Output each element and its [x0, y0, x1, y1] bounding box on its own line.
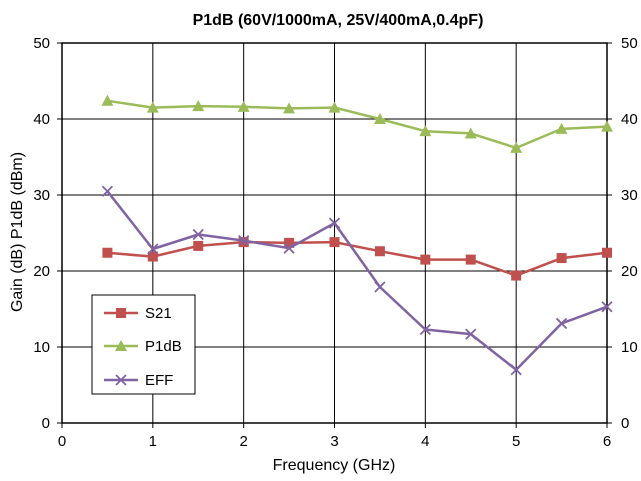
- y-tick-label: 30: [33, 187, 50, 204]
- y2-tick-label: 10: [621, 339, 638, 356]
- legend: S21 P1dB EFF: [91, 294, 196, 395]
- series-p1db: [101, 94, 613, 153]
- y-tick-label: 0: [42, 415, 50, 432]
- data-point-s21: [238, 237, 249, 248]
- data-point-s21: [284, 237, 295, 248]
- y-tick-label: 50: [33, 35, 50, 52]
- data-point-eff: [374, 281, 386, 293]
- legend-marker-eff: [115, 374, 127, 386]
- x-tick-label: 0: [58, 433, 66, 450]
- y-axis-ticks: 0 10 20 30 40 50: [33, 35, 62, 432]
- x-axis-label: Frequency (GHz): [273, 457, 396, 474]
- data-point-eff: [510, 364, 522, 376]
- y2-axis-ticks: 0 10 20 30 40 50: [607, 35, 638, 432]
- data-point-s21: [465, 254, 476, 265]
- legend-marker-p1db: [115, 340, 127, 351]
- chart-title: P1dB (60V/1000mA, 25V/400mA,0.4pF): [193, 12, 484, 29]
- series-layer: [101, 94, 613, 376]
- data-point-eff: [283, 242, 295, 254]
- data-point-eff: [555, 317, 568, 330]
- y-axis-label: Gain (dB) P1dB (dBm): [9, 152, 26, 312]
- data-point-eff: [147, 243, 159, 255]
- x-tick-label: 5: [512, 433, 520, 450]
- data-point-s21: [556, 253, 567, 264]
- data-point-p1db: [601, 120, 613, 132]
- data-point-s21: [329, 237, 340, 248]
- data-point-s21: [147, 251, 158, 262]
- series-line-eff: [106, 190, 608, 372]
- series-s21: [102, 237, 612, 281]
- data-point-p1db: [510, 141, 523, 153]
- y2-tick-label: 0: [621, 415, 629, 432]
- data-point-p1db: [328, 101, 341, 113]
- legend-box: [91, 294, 196, 395]
- data-point-p1db: [146, 101, 159, 113]
- legend-marker-s21: [116, 308, 126, 318]
- data-point-s21: [193, 240, 204, 251]
- legend-label-p1db: P1dB: [145, 338, 182, 355]
- y2-tick-label: 30: [621, 187, 638, 204]
- x-tick-label: 2: [239, 433, 247, 450]
- y-tick-label: 10: [33, 339, 50, 356]
- y2-tick-label: 40: [621, 111, 638, 128]
- legend-label-eff: EFF: [145, 372, 173, 389]
- y2-tick-label: 50: [621, 35, 638, 52]
- x-tick-label: 4: [421, 433, 429, 450]
- series-line-p1db: [107, 99, 608, 150]
- data-point-eff: [101, 185, 114, 197]
- data-point-eff: [238, 234, 250, 247]
- series-line-s21: [107, 240, 608, 277]
- legend-label-s21: S21: [145, 305, 172, 322]
- y2-tick-label: 20: [621, 263, 638, 280]
- data-point-eff: [601, 301, 613, 313]
- y-tick-label: 20: [33, 263, 50, 280]
- data-point-p1db: [283, 102, 296, 114]
- data-point-p1db: [555, 122, 568, 134]
- data-point-p1db: [237, 100, 250, 112]
- data-point-s21: [102, 247, 113, 258]
- y-tick-label: 40: [33, 111, 50, 128]
- series-eff: [101, 185, 613, 376]
- x-tick-label: 6: [603, 433, 611, 450]
- data-point-eff: [192, 228, 204, 241]
- data-point-s21: [420, 254, 431, 265]
- data-point-p1db: [419, 125, 432, 137]
- data-point-p1db: [464, 127, 477, 139]
- data-point-p1db: [101, 94, 114, 106]
- x-axis-ticks: 0 1 2 3 4 5 6: [58, 423, 611, 450]
- x-tick-label: 1: [149, 433, 157, 450]
- data-point-s21: [511, 270, 522, 281]
- data-point-s21: [602, 247, 612, 258]
- data-point-eff: [465, 328, 477, 340]
- data-point-p1db: [192, 100, 205, 112]
- data-point-s21: [374, 246, 385, 257]
- data-point-p1db: [373, 113, 386, 124]
- data-point-eff: [328, 217, 341, 229]
- x-tick-label: 3: [330, 433, 338, 450]
- data-point-eff: [419, 323, 431, 336]
